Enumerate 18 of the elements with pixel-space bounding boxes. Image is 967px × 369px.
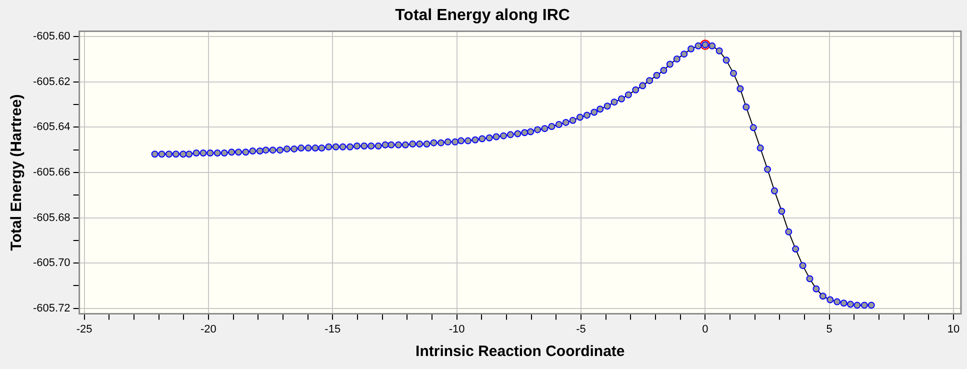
x-tick-label: -10 bbox=[448, 323, 465, 336]
x-tick-label: 0 bbox=[702, 323, 708, 336]
x-tick-label: -15 bbox=[324, 323, 341, 336]
y-axis-title: Total Energy (Hartree) bbox=[8, 94, 26, 251]
x-tick-label: -5 bbox=[576, 323, 586, 336]
y-tick-label: -605.64 bbox=[32, 121, 70, 134]
y-tick-label: -605.62 bbox=[32, 76, 70, 88]
x-tick-label: -20 bbox=[200, 323, 216, 336]
y-tick-label: -605.68 bbox=[32, 212, 70, 224]
x-tick-label: -25 bbox=[76, 323, 92, 336]
x-tick-label: 5 bbox=[826, 323, 832, 336]
x-tick-label: 10 bbox=[947, 323, 960, 336]
x-axis-title: Intrinsic Reaction Coordinate bbox=[416, 343, 625, 360]
y-tick-label: -605.60 bbox=[32, 30, 70, 43]
y-tick-label: -605.72 bbox=[32, 302, 70, 314]
y-tick-label: -605.66 bbox=[32, 166, 70, 179]
y-tick-label: -605.70 bbox=[32, 257, 70, 270]
chart-title: Total Energy along IRC bbox=[395, 7, 570, 24]
